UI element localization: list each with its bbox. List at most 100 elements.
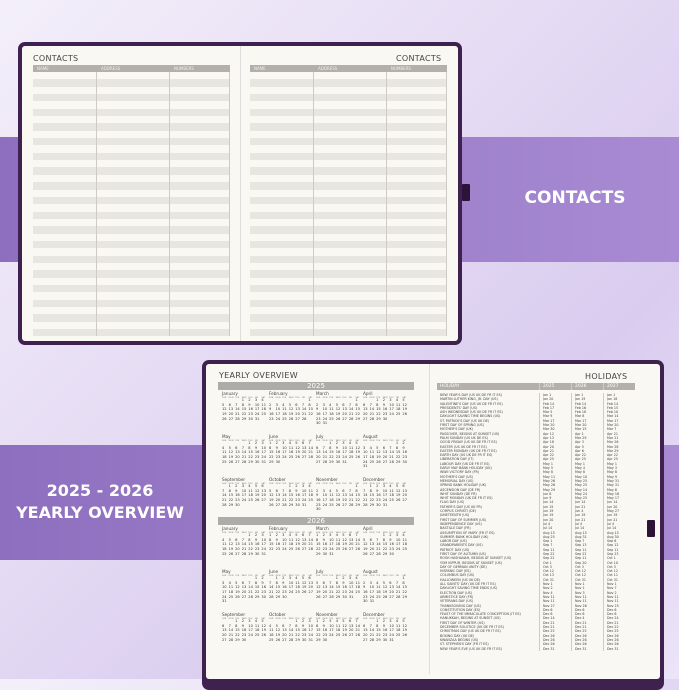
weekday: SUN (316, 617, 321, 620)
day: 26 (316, 594, 321, 599)
month-name: August (363, 569, 378, 574)
holiday-date: Apr 22 (539, 453, 571, 458)
contact-cell (170, 248, 230, 256)
day: 12 (402, 402, 407, 407)
holiday-row: WHIT MONDAY (UK DE FR IT ES) Jun 9 May 25 M… (437, 496, 635, 501)
holiday-row: EASTER (US UK DE FR IT ES) Apr 20 Apr 5 Mar… (437, 444, 635, 449)
day: 6 (295, 402, 298, 407)
day: 15 (395, 450, 401, 455)
weekday: FRI (348, 531, 352, 534)
day-grid: 1 2 3 4 5 6 7 8 9 10 11 12 13 14 15 16 17 18 19 20 21 22 23 24 2… (222, 619, 268, 642)
month-calendar: June SUN MON TUE WED THU FRI SAT 1 2 3 4 5 6 7 8 9 10 11 12… (269, 434, 315, 465)
holiday-date: Mar 21 (603, 435, 635, 441)
day: 25 (261, 412, 266, 417)
day: 2 (275, 533, 278, 538)
contact-row (250, 79, 447, 87)
day: 2 (335, 441, 338, 446)
day: 6 (389, 580, 392, 585)
contact-cell (250, 145, 314, 153)
day: 3 (254, 398, 258, 403)
day: 2 (322, 619, 325, 624)
holiday-date: Oct 1 (603, 556, 635, 561)
day: 28 (241, 459, 247, 464)
day: 25 (222, 459, 227, 464)
weekday-row: SUN MON TUE WED THU FRI SAT (222, 483, 268, 485)
day: 21 (235, 412, 240, 417)
day: 13 (301, 445, 307, 450)
holiday-date: Dec 8 (571, 612, 603, 617)
holiday-row: LABOR DAY (US) Sep 1 Sep 7 Sep 6 (437, 539, 635, 544)
day: 11 (228, 585, 234, 590)
contact-cell (314, 174, 387, 183)
contact-cell (314, 292, 387, 300)
holiday-date: Apr 21 (539, 448, 571, 454)
contact-cell (250, 284, 314, 293)
day: 10 (329, 623, 334, 628)
day: 27 (389, 594, 394, 599)
contact-cell (387, 130, 447, 139)
day: 10 (308, 623, 313, 628)
holiday-date: May 26 (539, 478, 571, 484)
holiday-name: ST. STEPHEN'S DAY (FR IT ES) (440, 642, 489, 647)
holiday-date: May 17 (603, 496, 635, 501)
holiday-date: Jan 1 (603, 393, 635, 398)
weekday: FRI (254, 531, 258, 534)
day: 1 (248, 533, 251, 538)
holiday-name: MOTHER'S DAY (US) (440, 474, 473, 479)
holiday-row: COLUMBUS DAY (US) Oct 13 Oct 12 Oct 11 (437, 573, 635, 578)
contact-row (33, 79, 230, 87)
contact-cell (170, 196, 230, 205)
contact-cell (33, 321, 97, 330)
day: 22 (308, 412, 313, 417)
weekday-row: SUN MON TUE WED THU FRI SAT (222, 532, 268, 534)
month-name: September (222, 477, 246, 482)
day: 2 (301, 619, 305, 624)
day: 21 (329, 590, 334, 595)
holiday-date: Feb 10 (603, 410, 635, 415)
day: 8 (295, 623, 298, 628)
day: 13 (228, 407, 234, 412)
holiday-row: LABOUR DAY (UK DE FR IT ES) May 1 May 1 May… (437, 461, 635, 467)
contact-row (250, 314, 447, 322)
day: 18 (402, 542, 407, 547)
day: 21 (369, 412, 375, 417)
day: 14 (269, 585, 274, 590)
month-calendar: November SUN MON TUE WED THU FRI SAT 1 2 3 4 5 6 7 8 9 10… (316, 612, 362, 643)
day: 19 (228, 455, 234, 460)
day: 8 (355, 402, 358, 407)
contact-cell (387, 307, 447, 315)
holiday-date: Oct 12 (603, 569, 635, 574)
weekday: FRI (254, 439, 258, 442)
day: 23 (342, 590, 347, 595)
day: 12 (335, 493, 341, 498)
holiday-row: EARLY MAY BANK HOLIDAY (UK) May 5 May 4 May… (437, 466, 635, 471)
holiday-date: May 3 (603, 466, 635, 471)
weekday: SAT (402, 396, 407, 399)
holiday-date: Nov 1 (571, 586, 603, 591)
contact-cell (387, 248, 447, 256)
day: 11 (335, 623, 341, 628)
day: 18 (222, 547, 227, 552)
holiday-date: Jun 21 (603, 517, 635, 522)
weekday: TUE (329, 617, 334, 620)
day: 24 (261, 455, 266, 460)
weekday: TUE (376, 482, 381, 485)
day: 30 (248, 416, 253, 421)
weekday: SAT (261, 531, 266, 534)
contact-cell (33, 255, 97, 263)
weekday: SAT (308, 396, 313, 399)
contact-cell (250, 79, 314, 87)
holiday-date: Jan 19 (571, 397, 603, 402)
holiday-date: Dec 25 (603, 629, 635, 634)
day: 27 (316, 459, 321, 464)
day: 8 (355, 488, 358, 493)
day: 21 (228, 633, 234, 638)
holiday-name: COLUMBUS DAY (US) (440, 573, 475, 578)
weekday: THU (248, 531, 253, 534)
holiday-name: EARTH DAY (US UK DE FR IT ES) (440, 453, 493, 458)
contact-cell (170, 108, 230, 117)
weekday-row: SUN MON TUE WED THU FRI SAT (269, 532, 315, 534)
day: 21 (389, 455, 394, 460)
day: 17 (329, 628, 334, 633)
col-2025: 2025 (539, 383, 571, 390)
